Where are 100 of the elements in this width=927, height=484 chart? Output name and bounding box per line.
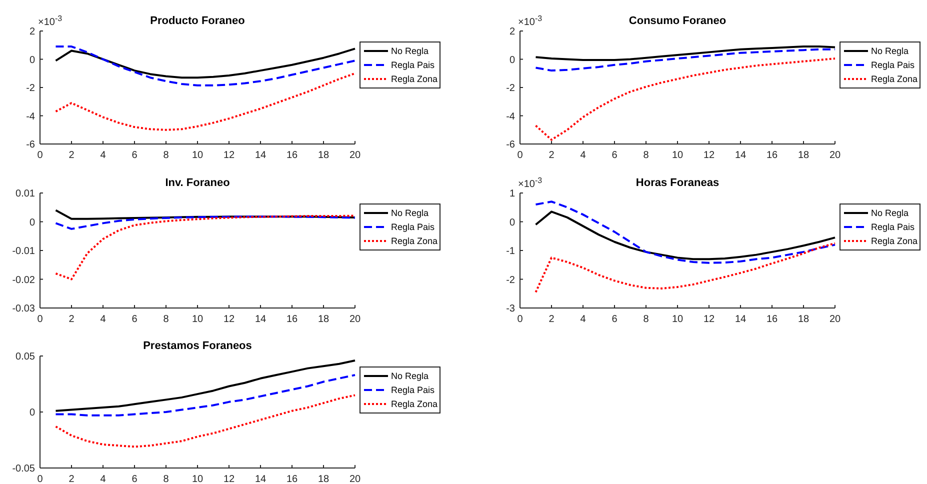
chart-title: Horas Foraneas	[636, 177, 720, 189]
y-tick-label: 2	[509, 26, 516, 38]
legend-label: Regla Pais	[871, 60, 916, 70]
legend-label: Regla Pais	[391, 385, 436, 396]
y-tick-label: -4	[26, 111, 36, 122]
x-tick-label: 16	[286, 314, 298, 325]
x-tick-label: 4	[100, 150, 106, 161]
line-series	[534, 242, 836, 294]
x-tick-label: 14	[254, 314, 266, 325]
line-series	[534, 210, 836, 260]
chart-title: Producto Foraneo	[150, 15, 246, 27]
x-tick-label: 0	[37, 474, 44, 484]
legend-label: Regla Pais	[391, 222, 436, 232]
y-tick-label: -2	[26, 83, 36, 94]
x-tick-label: 4	[580, 314, 586, 325]
y-tick-label: -1	[506, 246, 516, 257]
legend-label: No Regla	[391, 371, 429, 382]
x-tick-label: 10	[192, 314, 204, 325]
x-tick-label: 10	[192, 474, 204, 484]
legend-label: Regla Zona	[391, 74, 438, 84]
x-tick-label: 4	[100, 474, 106, 484]
x-tick-label: 10	[672, 314, 684, 325]
text: ×10$^{-3}$	[38, 14, 63, 28]
x-tick-label: 14	[734, 314, 746, 325]
x-tick-label: 10	[672, 150, 684, 161]
chart-title: Consumo Foraneo	[628, 15, 726, 27]
x-tick-label: 20	[829, 150, 841, 161]
y-tick-label: 2	[29, 26, 36, 38]
y-tick-label: -4	[506, 111, 516, 122]
chart-title: Prestamos Foraneos	[143, 340, 252, 352]
line-series	[534, 200, 836, 264]
line-series	[54, 48, 356, 79]
x-tick-label: 16	[766, 314, 778, 325]
line-series	[54, 374, 356, 416]
legend-label: Regla Pais	[391, 60, 436, 70]
y-tick-label: 0	[509, 54, 516, 66]
x-tick-label: 0	[37, 314, 44, 325]
x-tick-label: 18	[798, 314, 810, 325]
line-series	[54, 359, 356, 412]
text: ×10$^{-3}$	[518, 14, 543, 28]
y-tick-label: -2	[506, 83, 516, 94]
x-tick-label: 16	[766, 150, 778, 161]
text: ×10$^{-3}$	[518, 176, 543, 190]
y-tick-label: 0	[29, 408, 36, 418]
x-tick-label: 2	[68, 314, 75, 325]
y-tick-label: -0.01	[12, 246, 36, 257]
line-series	[54, 394, 356, 448]
line-series	[534, 58, 836, 141]
x-tick-label: 2	[68, 150, 75, 161]
x-tick-label: 14	[734, 150, 746, 161]
line-series	[534, 46, 836, 61]
y-tick-label: 0	[29, 217, 36, 228]
y-tick-label: -2	[506, 274, 516, 286]
x-tick-label: 8	[163, 314, 170, 325]
x-tick-label: 20	[349, 150, 361, 161]
x-tick-label: 18	[318, 150, 330, 161]
x-tick-label: 8	[643, 314, 650, 325]
x-tick-label: 18	[318, 474, 330, 484]
x-tick-label: 10	[192, 150, 204, 161]
legend-label: Regla Zona	[391, 236, 438, 246]
x-tick-label: 18	[318, 314, 330, 325]
x-tick-label: 14	[254, 150, 266, 161]
legend-label: No Regla	[391, 208, 429, 218]
x-tick-label: 6	[612, 314, 618, 325]
x-tick-label: 18	[798, 150, 810, 161]
y-tick-label: -0.02	[12, 274, 36, 286]
legend-label: Regla Zona	[871, 74, 918, 84]
x-tick-label: 6	[132, 474, 138, 484]
y-tick-label: 0	[509, 217, 516, 228]
x-tick-label: 6	[612, 150, 618, 161]
x-tick-label: 2	[548, 314, 555, 325]
chart-title: Inv. Foraneo	[165, 177, 230, 189]
x-tick-label: 16	[286, 150, 298, 161]
x-tick-label: 20	[349, 474, 361, 484]
y-tick-label: -0.05	[12, 464, 36, 474]
x-tick-label: 12	[703, 314, 715, 325]
legend-label: Regla Zona	[871, 236, 918, 246]
legend-label: No Regla	[391, 46, 429, 56]
y-tick-label: -6	[506, 140, 516, 150]
x-tick-label: 12	[223, 150, 235, 161]
x-tick-label: 12	[703, 150, 715, 161]
y-tick-label: 0.01	[16, 188, 36, 200]
y-tick-label: 0.05	[16, 352, 36, 362]
x-tick-label: 8	[643, 150, 650, 161]
line-series	[54, 216, 356, 230]
x-tick-label: 4	[580, 150, 586, 161]
x-tick-label: 20	[349, 314, 361, 325]
line-series	[54, 72, 356, 131]
legend-label: No Regla	[871, 208, 909, 218]
y-tick-label: 1	[509, 188, 516, 200]
legend-label: Regla Zona	[391, 399, 438, 410]
x-tick-label: 2	[548, 150, 555, 161]
x-tick-label: 12	[223, 474, 235, 484]
x-tick-label: 0	[37, 150, 44, 161]
x-tick-label: 8	[163, 474, 170, 484]
x-tick-label: 0	[517, 314, 524, 325]
x-tick-label: 14	[254, 474, 266, 484]
x-tick-label: 0	[517, 150, 524, 161]
line-series	[534, 48, 836, 72]
x-tick-label: 4	[100, 314, 106, 325]
